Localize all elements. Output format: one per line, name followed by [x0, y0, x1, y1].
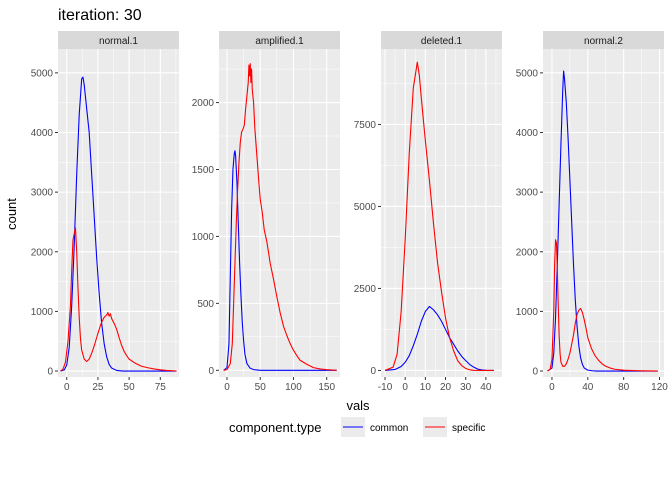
- x-tick-label: 0: [549, 382, 555, 393]
- x-tick-label: -10: [378, 382, 393, 393]
- plot-title: iteration: 30: [58, 7, 142, 24]
- y-tick-label: 0: [208, 366, 214, 377]
- y-tick-label: 3000: [31, 188, 54, 199]
- facet-strip-label: deleted.1: [421, 36, 463, 47]
- y-tick-label: 1000: [516, 307, 539, 318]
- y-tick-label: 3000: [516, 188, 539, 199]
- x-tick-label: 40: [480, 382, 492, 393]
- series-line-specific: [384, 61, 494, 371]
- gridlines: [219, 49, 340, 377]
- legend-label-specific: specific: [452, 423, 485, 434]
- x-tick-label: 150: [318, 382, 335, 393]
- y-tick-label: 2500: [354, 284, 377, 295]
- y-tick-label: 2000: [516, 247, 539, 258]
- x-tick-label: 25: [92, 382, 104, 393]
- x-tick-label: 50: [255, 382, 267, 393]
- facet-strip-label: amplified.1: [255, 36, 304, 47]
- panel-background: [58, 49, 179, 377]
- gridlines: [543, 49, 664, 377]
- legend-label-common: common: [370, 423, 408, 434]
- x-tick-label: 20: [440, 382, 452, 393]
- facet-strip: [543, 31, 664, 49]
- series-line-specific: [223, 63, 337, 371]
- x-tick-label: 50: [124, 382, 136, 393]
- facet-panel: normal.2 0 40 80 120 0 1000 2000 3000 4000 5000: [516, 31, 668, 393]
- y-tick-label: 0: [370, 366, 376, 377]
- series-line-specific: [60, 227, 177, 372]
- series-line-specific: [547, 239, 658, 372]
- y-tick-label: 2000: [192, 98, 215, 109]
- y-tick-label: 5000: [31, 68, 54, 79]
- series-line-common: [60, 76, 177, 372]
- y-tick-label: 1000: [31, 307, 54, 318]
- x-axis-title: vals: [346, 398, 370, 413]
- legend: component.type common specific: [229, 417, 485, 437]
- x-tick-label: 120: [651, 382, 668, 393]
- panel-background: [543, 49, 664, 377]
- x-tick-label: 40: [582, 382, 594, 393]
- x-tick-label: 10: [420, 382, 432, 393]
- x-tick-label: 30: [460, 382, 472, 393]
- facet-strip: [58, 31, 179, 49]
- y-tick-label: 5000: [354, 202, 377, 213]
- x-tick-label: 0: [224, 382, 230, 393]
- x-tick-label: 0: [402, 382, 408, 393]
- legend-title: component.type: [229, 420, 322, 435]
- gridlines: [58, 49, 179, 377]
- y-tick-label: 1000: [192, 232, 215, 243]
- y-tick-label: 0: [47, 367, 53, 378]
- facet-strip: [219, 31, 340, 49]
- series-line-common: [384, 305, 494, 371]
- y-tick-label: 0: [532, 367, 538, 378]
- y-tick-label: 5000: [516, 68, 539, 79]
- facet-strip: [381, 31, 502, 49]
- facet-strip-label: normal.2: [584, 36, 623, 47]
- x-tick-label: 75: [155, 382, 167, 393]
- facet-strip-label: normal.1: [99, 36, 138, 47]
- y-tick-label: 500: [197, 299, 214, 310]
- facet-panels: normal.10 25 50 75010002000300040005000ampl…: [31, 31, 668, 393]
- y-tick-label: 2000: [31, 247, 54, 258]
- x-tick-label: 80: [618, 382, 630, 393]
- y-tick-label: 7500: [354, 120, 377, 131]
- y-tick-label: 1500: [192, 165, 215, 176]
- y-axis-title: count: [4, 198, 19, 230]
- panel-background: [219, 49, 340, 377]
- y-tick-label: 4000: [516, 128, 539, 139]
- facet-panel: normal.1 0 25 50 75 0 1000 2000 3000 4000 5000: [31, 31, 179, 393]
- x-tick-label: 100: [285, 382, 302, 393]
- series-line-common: [223, 150, 337, 371]
- y-tick-label: 4000: [31, 128, 54, 139]
- x-tick-label: 0: [64, 382, 70, 393]
